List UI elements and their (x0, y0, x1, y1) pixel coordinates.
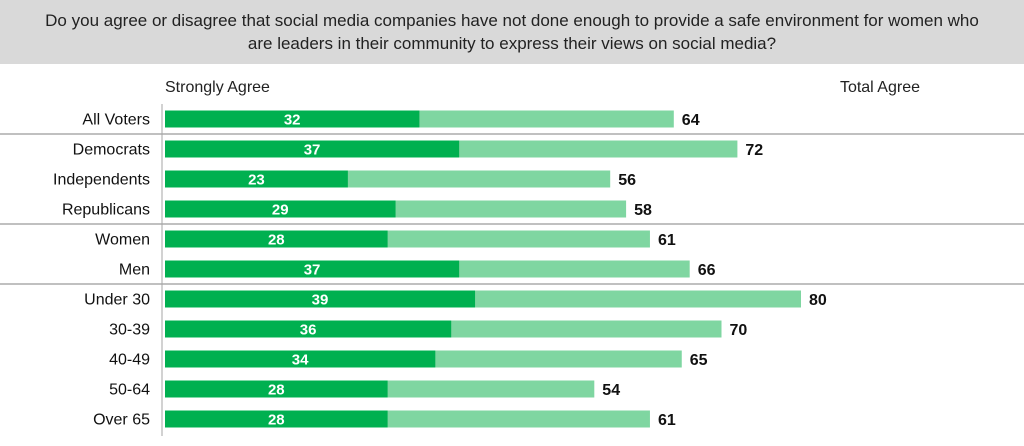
bar-row-all-voters: All Voters 32 64 (82, 110, 700, 129)
bar-strongly-agree-50-64 (165, 380, 388, 398)
category-label-50-64: 50-64 (109, 382, 150, 399)
value-strongly-agree-50-64: 28 (268, 382, 285, 399)
bar-strongly-agree-all-voters (165, 110, 420, 128)
category-label-40-49: 40-49 (109, 352, 150, 369)
category-label-men: Men (119, 262, 150, 279)
value-total-agree-republicans: 58 (634, 202, 652, 219)
bar-strongly-agree-under-30 (165, 290, 476, 308)
bar-row-30-39: 30-39 36 70 (109, 320, 748, 339)
bars: All Voters 32 64 Democrats 37 72 Independents 2… (53, 110, 827, 429)
value-strongly-agree-all-voters: 32 (284, 112, 301, 129)
value-strongly-agree-40-49: 34 (292, 352, 309, 369)
value-strongly-agree-republicans: 29 (272, 202, 289, 219)
value-strongly-agree-30-39: 36 (300, 322, 317, 339)
value-strongly-agree-men: 37 (304, 262, 321, 279)
legend-strongly-agree: Strongly Agree (165, 79, 270, 96)
bar-strongly-agree-30-39 (165, 320, 452, 338)
bar-strongly-agree-independents (165, 170, 348, 188)
category-label-women: Women (95, 232, 150, 249)
bar-row-men: Men 37 66 (119, 260, 716, 279)
value-total-agree-50-64: 54 (602, 382, 620, 399)
bar-row-under-30: Under 30 39 80 (84, 290, 827, 309)
value-total-agree-women: 61 (658, 232, 676, 249)
value-total-agree-democrats: 72 (745, 142, 763, 159)
value-strongly-agree-under-30: 39 (312, 292, 329, 309)
value-total-agree-30-39: 70 (730, 322, 748, 339)
value-total-agree-under-30: 80 (809, 292, 827, 309)
group-separators (0, 133, 1024, 285)
bar-row-over-65: Over 65 28 61 (93, 410, 676, 429)
category-label-independents: Independents (53, 172, 150, 189)
bar-strongly-agree-men (165, 260, 460, 278)
bar-row-democrats: Democrats 37 72 (73, 140, 763, 159)
category-label-over-65: Over 65 (93, 412, 150, 429)
value-total-agree-all-voters: 64 (682, 112, 700, 129)
chart-title: Do you agree or disagree that social med… (0, 0, 1024, 64)
bar-row-40-49: 40-49 34 65 (109, 350, 708, 369)
value-total-agree-men: 66 (698, 262, 716, 279)
bar-strongly-agree-women (165, 230, 388, 248)
category-label-30-39: 30-39 (109, 322, 150, 339)
category-label-republicans: Republicans (62, 202, 150, 219)
category-label-democrats: Democrats (73, 142, 150, 159)
bar-strongly-agree-40-49 (165, 350, 436, 368)
value-strongly-agree-over-65: 28 (268, 412, 285, 429)
value-strongly-agree-independents: 23 (248, 172, 265, 189)
bar-strongly-agree-over-65 (165, 410, 388, 428)
bar-row-50-64: 50-64 28 54 (109, 380, 620, 399)
category-label-all-voters: All Voters (82, 112, 150, 129)
legend-total-agree: Total Agree (840, 79, 920, 96)
bar-strongly-agree-democrats (165, 140, 460, 158)
value-strongly-agree-women: 28 (268, 232, 285, 249)
bar-row-women: Women 28 61 (95, 230, 676, 249)
value-total-agree-40-49: 65 (690, 352, 708, 369)
value-total-agree-independents: 56 (618, 172, 636, 189)
category-label-under-30: Under 30 (84, 292, 150, 309)
bar-row-republicans: Republicans 29 58 (62, 200, 652, 219)
bar-row-independents: Independents 23 56 (53, 170, 636, 189)
value-total-agree-over-65: 61 (658, 412, 676, 429)
bar-strongly-agree-republicans (165, 200, 396, 218)
value-strongly-agree-democrats: 37 (304, 142, 321, 159)
